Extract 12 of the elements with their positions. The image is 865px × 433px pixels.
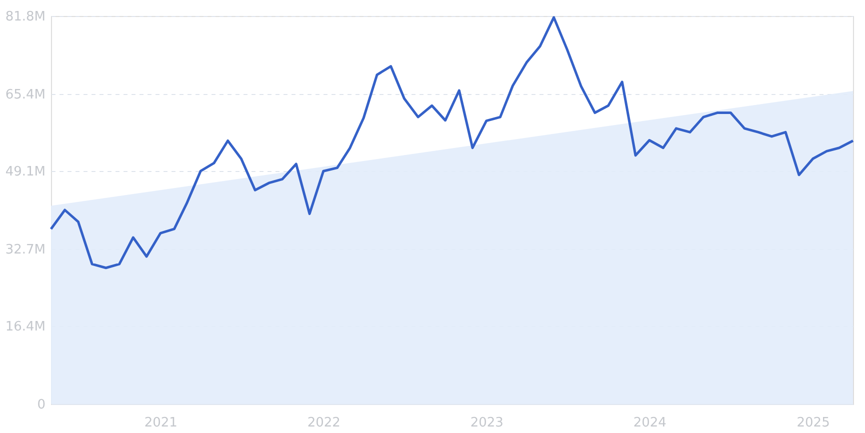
y-tick-label: 32.7M — [5, 242, 46, 258]
x-tick-label: 2025 — [796, 416, 830, 430]
y-tick-label: 16.4M — [5, 320, 46, 335]
y-tick-label: 49.1M — [5, 164, 46, 180]
x-tick-label: 2023 — [470, 416, 504, 430]
y-tick-label: 0 — [37, 398, 46, 412]
x-tick-label: 2021 — [144, 416, 178, 430]
y-tick-label: 65.4M — [5, 87, 46, 102]
line-series — [50, 16, 854, 270]
y-tick-label: 81.8M — [5, 10, 46, 24]
x-tick-label: 2024 — [633, 416, 666, 430]
x-tick-label: 2022 — [307, 416, 340, 430]
